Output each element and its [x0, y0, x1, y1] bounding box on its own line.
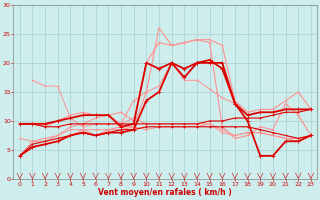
X-axis label: Vent moyen/en rafales ( km/h ): Vent moyen/en rafales ( km/h ) — [99, 188, 232, 197]
